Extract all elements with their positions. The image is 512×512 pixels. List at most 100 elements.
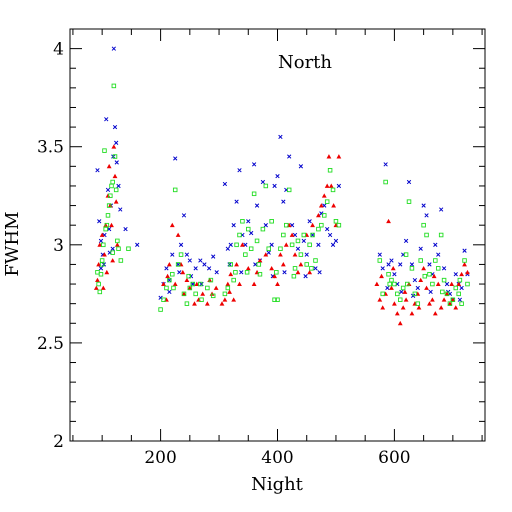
data-point-cross xyxy=(114,160,119,165)
data-point-square xyxy=(453,285,459,291)
data-point-cross xyxy=(325,226,330,232)
data-point-triangle xyxy=(328,183,334,188)
data-point-square xyxy=(233,270,238,275)
data-point-square xyxy=(424,232,429,238)
data-point-square xyxy=(291,273,297,279)
data-point-triangle xyxy=(416,305,422,310)
data-point-square xyxy=(403,252,409,257)
data-point-square xyxy=(228,262,233,267)
data-point-triangle xyxy=(324,183,330,188)
data-point-cross xyxy=(453,272,458,277)
data-point-cross xyxy=(116,183,121,189)
data-point-square xyxy=(254,238,260,244)
data-point-cross xyxy=(307,219,312,224)
data-point-square xyxy=(392,281,397,287)
axis-ticks xyxy=(70,28,485,442)
data-point-square xyxy=(459,301,464,306)
annotation-label: North xyxy=(278,52,332,73)
data-point-square xyxy=(111,83,117,89)
data-point-square xyxy=(333,219,339,224)
y-tick-label: 2 xyxy=(53,432,64,452)
data-point-triangle xyxy=(402,289,408,294)
data-point-cross xyxy=(269,242,274,247)
data-point-square xyxy=(324,199,330,204)
data-point-triangle xyxy=(172,281,178,286)
data-point-triangle xyxy=(438,305,444,310)
data-point-triangle xyxy=(111,144,117,149)
data-point-square xyxy=(430,281,435,287)
data-point-triangle xyxy=(295,269,301,275)
data-point-square xyxy=(263,183,269,189)
data-point-cross xyxy=(170,252,175,257)
data-point-square xyxy=(309,266,314,271)
data-point-square xyxy=(96,281,101,287)
data-point-square xyxy=(161,297,166,302)
data-point-cross xyxy=(107,226,112,232)
data-point-cross xyxy=(254,203,260,208)
data-point-square xyxy=(316,226,321,232)
data-point-cross xyxy=(198,258,203,263)
data-point-square xyxy=(304,262,309,267)
data-point-square xyxy=(98,271,104,277)
data-point-cross xyxy=(392,272,397,277)
data-point-square xyxy=(97,289,103,295)
data-point-cross xyxy=(428,289,433,295)
data-point-square xyxy=(380,291,385,297)
data-point-square xyxy=(319,222,324,228)
data-point-triangle xyxy=(257,258,263,263)
data-point-square xyxy=(313,258,318,263)
y-tick-label: 2.5 xyxy=(37,334,64,354)
data-point-square xyxy=(462,258,467,263)
data-point-cross xyxy=(436,252,441,257)
data-point-square xyxy=(246,226,251,232)
data-point-triangle xyxy=(380,305,386,310)
data-point-triangle xyxy=(456,281,462,286)
data-point-triangle xyxy=(102,252,107,257)
data-point-square xyxy=(256,262,262,267)
data-point-cross xyxy=(317,270,322,275)
data-point-triangle xyxy=(104,269,110,275)
data-point-square xyxy=(284,222,289,228)
data-point-square xyxy=(441,277,447,283)
data-point-square xyxy=(257,271,263,277)
data-point-triangle xyxy=(180,269,186,275)
data-point-cross xyxy=(383,162,388,167)
data-point-triangle xyxy=(389,285,394,290)
data-point-cross xyxy=(412,277,418,283)
data-point-square xyxy=(99,262,105,267)
data-point-triangle xyxy=(453,305,459,310)
data-point-square xyxy=(248,246,254,251)
data-point-square xyxy=(281,232,286,238)
data-point-square xyxy=(108,193,113,199)
data-point-cross xyxy=(260,179,266,185)
data-point-triangle xyxy=(227,289,232,294)
data-point-cross xyxy=(266,250,271,255)
data-point-triangle xyxy=(165,273,171,279)
data-point-triangle xyxy=(222,297,228,302)
data-point-square xyxy=(440,289,445,295)
data-point-triangle xyxy=(112,173,118,179)
data-point-cross xyxy=(98,266,104,271)
data-point-square xyxy=(438,232,444,238)
data-point-square xyxy=(456,291,461,297)
data-point-square xyxy=(102,148,107,153)
data-point-triangle xyxy=(321,193,327,198)
data-point-square xyxy=(113,187,119,193)
data-point-cross xyxy=(118,207,123,212)
data-point-cross xyxy=(97,219,102,224)
data-point-triangle xyxy=(105,193,111,198)
data-point-triangle xyxy=(377,297,383,302)
data-point-square xyxy=(210,293,216,299)
data-point-cross xyxy=(234,199,239,204)
data-point-triangle xyxy=(184,277,190,283)
data-point-square xyxy=(109,183,114,189)
data-point-cross xyxy=(433,242,438,247)
data-point-square xyxy=(178,252,184,257)
data-point-cross xyxy=(249,230,254,236)
y-tick-label: 4 xyxy=(53,40,64,60)
data-point-triangle xyxy=(318,203,324,208)
data-point-cross xyxy=(424,213,429,218)
data-point-cross xyxy=(173,156,178,161)
data-point-square xyxy=(101,242,106,248)
data-point-triangle xyxy=(97,242,103,247)
